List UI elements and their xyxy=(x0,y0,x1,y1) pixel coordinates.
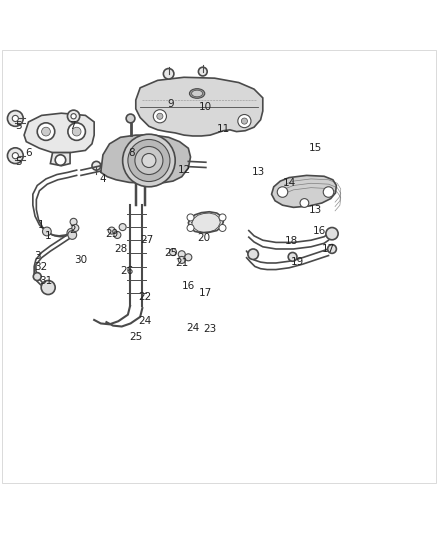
Circle shape xyxy=(55,155,66,165)
Text: 5: 5 xyxy=(15,122,22,131)
Text: 25: 25 xyxy=(129,332,142,342)
Circle shape xyxy=(92,161,101,170)
Circle shape xyxy=(219,224,226,231)
Circle shape xyxy=(328,245,336,253)
Circle shape xyxy=(42,227,51,236)
Text: 19: 19 xyxy=(291,257,304,267)
Text: 32: 32 xyxy=(34,262,47,272)
Circle shape xyxy=(67,229,76,237)
Circle shape xyxy=(72,224,79,231)
Circle shape xyxy=(126,114,135,123)
Ellipse shape xyxy=(192,90,202,97)
Text: 7: 7 xyxy=(69,122,76,131)
Circle shape xyxy=(67,110,80,123)
Text: 29: 29 xyxy=(105,229,118,239)
Text: 2: 2 xyxy=(69,225,76,235)
Text: 6: 6 xyxy=(25,148,32,158)
Circle shape xyxy=(277,187,288,197)
Circle shape xyxy=(187,214,194,221)
Polygon shape xyxy=(188,212,223,233)
Circle shape xyxy=(12,152,18,159)
Text: 1: 1 xyxy=(45,231,52,241)
Text: 20: 20 xyxy=(197,233,210,243)
Polygon shape xyxy=(24,113,94,152)
Circle shape xyxy=(323,187,334,197)
Circle shape xyxy=(123,134,175,187)
Text: 21: 21 xyxy=(175,258,188,268)
Circle shape xyxy=(41,280,55,295)
Circle shape xyxy=(219,214,226,221)
Circle shape xyxy=(119,223,126,231)
Text: 16: 16 xyxy=(182,281,195,291)
Circle shape xyxy=(114,231,121,238)
Circle shape xyxy=(248,249,258,260)
Polygon shape xyxy=(136,77,263,136)
Text: 24: 24 xyxy=(186,323,199,333)
Text: 10: 10 xyxy=(199,102,212,111)
Text: 13: 13 xyxy=(309,205,322,215)
Circle shape xyxy=(163,69,174,79)
Text: 16: 16 xyxy=(313,227,326,237)
Circle shape xyxy=(288,253,297,261)
Text: 14: 14 xyxy=(283,178,296,188)
Circle shape xyxy=(238,115,251,128)
Circle shape xyxy=(72,127,81,136)
Text: 13: 13 xyxy=(252,167,265,177)
Circle shape xyxy=(70,219,77,225)
Circle shape xyxy=(178,251,185,258)
Circle shape xyxy=(71,114,76,119)
Polygon shape xyxy=(101,135,191,183)
Text: 17: 17 xyxy=(199,288,212,298)
Circle shape xyxy=(68,123,85,140)
Circle shape xyxy=(108,227,115,234)
Text: 18: 18 xyxy=(285,236,298,246)
Text: 27: 27 xyxy=(140,235,153,245)
Text: 8: 8 xyxy=(128,148,135,158)
Text: 22: 22 xyxy=(138,292,151,302)
Polygon shape xyxy=(272,175,336,207)
Text: 31: 31 xyxy=(39,276,53,286)
Text: 30: 30 xyxy=(74,255,88,265)
Circle shape xyxy=(135,147,163,174)
Text: 15: 15 xyxy=(309,143,322,154)
Circle shape xyxy=(178,256,185,263)
Text: 26: 26 xyxy=(120,266,134,276)
Circle shape xyxy=(12,115,18,122)
Circle shape xyxy=(128,140,170,182)
Ellipse shape xyxy=(189,88,205,98)
Circle shape xyxy=(7,148,23,164)
Text: 5: 5 xyxy=(15,157,22,167)
Circle shape xyxy=(142,154,156,167)
Circle shape xyxy=(42,127,50,136)
Text: 1: 1 xyxy=(38,220,45,230)
Circle shape xyxy=(68,231,77,239)
Text: 4: 4 xyxy=(99,174,106,184)
Circle shape xyxy=(300,199,309,207)
Circle shape xyxy=(7,110,23,126)
Polygon shape xyxy=(50,152,70,166)
Circle shape xyxy=(33,273,41,280)
Circle shape xyxy=(170,248,177,255)
Text: 23: 23 xyxy=(204,324,217,334)
Circle shape xyxy=(185,254,192,261)
Text: 3: 3 xyxy=(34,251,41,261)
Circle shape xyxy=(198,67,207,76)
Text: 24: 24 xyxy=(138,316,151,326)
Circle shape xyxy=(37,123,55,140)
Text: 28: 28 xyxy=(114,244,127,254)
Text: 12: 12 xyxy=(177,165,191,175)
Text: 25: 25 xyxy=(164,248,177,259)
Text: 9: 9 xyxy=(167,100,174,109)
Circle shape xyxy=(241,118,247,124)
Circle shape xyxy=(187,224,194,231)
Circle shape xyxy=(153,110,166,123)
Text: 17: 17 xyxy=(322,244,335,254)
Text: 11: 11 xyxy=(217,124,230,134)
Circle shape xyxy=(326,228,338,240)
Circle shape xyxy=(157,113,163,119)
